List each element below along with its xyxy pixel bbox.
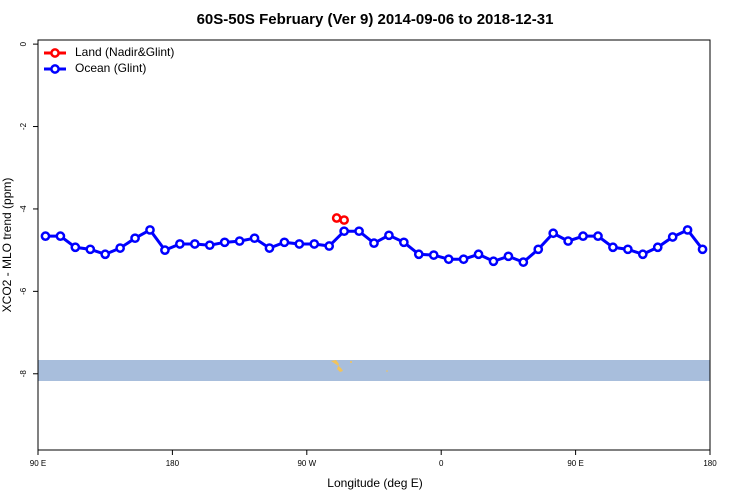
point [189,239,200,249]
point [488,256,499,267]
point [339,226,349,237]
map-strip [38,360,710,381]
point [473,249,484,260]
point [70,242,81,253]
x-tick-label: 180 [703,459,717,468]
legend-label: Land (Nadir&Glint) [75,45,174,59]
point [413,249,424,260]
point [682,225,693,235]
chart-title: 60S-50S February (Ver 9) 2014-09-06 to 2… [197,11,554,28]
point [652,242,663,253]
legend-marker [50,48,60,58]
point [85,244,96,255]
legend-marker [50,64,60,74]
point [384,230,394,241]
point [279,237,290,248]
point [294,239,305,249]
point [219,237,230,248]
point [593,231,603,241]
x-tick-label: 90 W [297,459,316,468]
plot-frame [37,39,711,451]
x-tick-label: 90 E [567,459,583,468]
legend-label: Ocean (Glint) [75,61,146,75]
point [115,243,125,253]
point [533,244,544,255]
point [100,249,111,260]
point [249,233,260,244]
point [204,240,215,251]
point [324,241,335,251]
point [309,239,320,249]
point [578,231,588,241]
point [339,215,349,225]
point [443,254,454,265]
point [697,244,708,255]
point [264,243,275,253]
point [331,213,342,223]
point [130,233,140,244]
point [354,226,364,237]
point [518,257,529,267]
point [503,251,514,262]
point [623,244,633,255]
y-tick-label: -2 [19,122,28,130]
point [160,245,170,256]
point [40,231,51,241]
point [563,236,573,246]
point [667,232,678,242]
point [55,231,66,241]
y-tick-label: -4 [19,205,28,213]
x-tick-label: 0 [439,459,444,468]
x-tick-label: 90 E [30,459,46,468]
point [637,249,648,260]
point [548,228,559,239]
y-tick-label: -6 [19,287,28,295]
point [369,238,379,248]
point [145,225,155,235]
point [175,239,185,249]
point [458,254,469,265]
y-tick-label: 0 [19,41,28,46]
x-axis-label: Longitude (deg E) [327,476,422,490]
y-axis-label: XCO2 - MLO trend (ppm) [0,178,14,313]
point [399,237,409,248]
y-tick-label: -8 [19,370,28,378]
point [428,250,439,260]
point [234,236,245,246]
point [608,242,618,253]
x-tick-label: 180 [166,459,180,468]
